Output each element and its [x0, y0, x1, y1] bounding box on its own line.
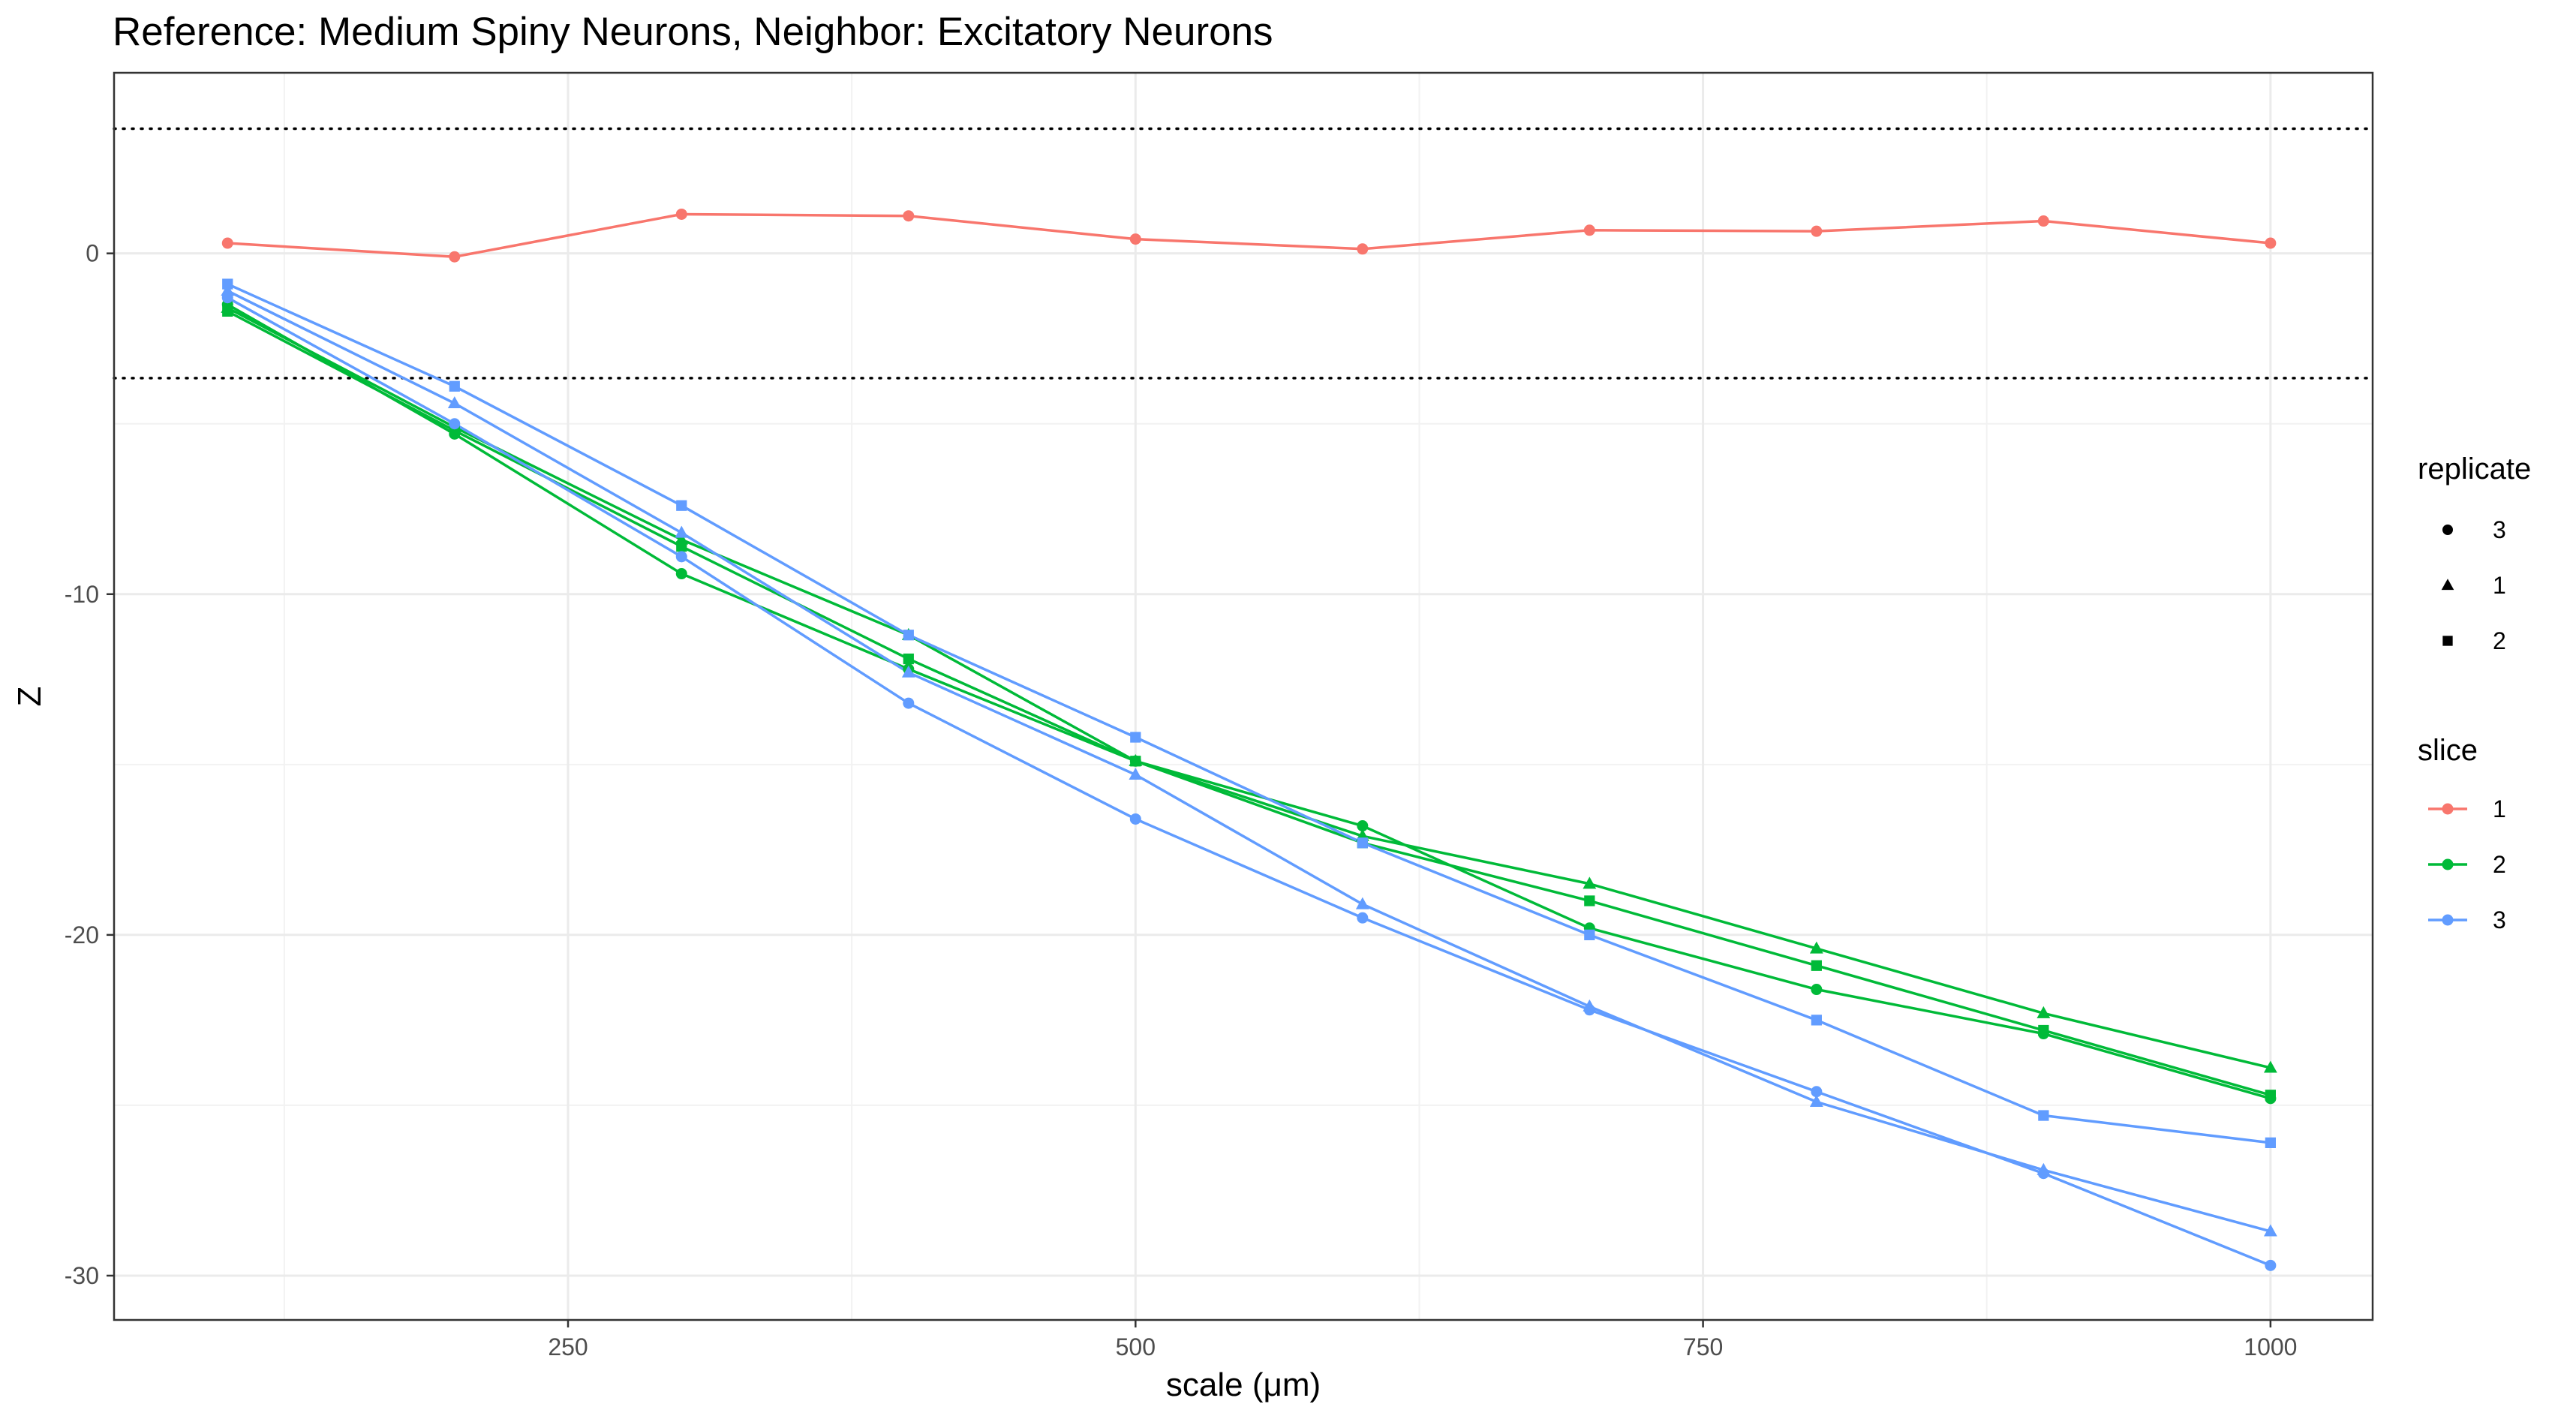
data-point: [1130, 732, 1141, 743]
data-point: [903, 630, 914, 641]
legend-replicate-label: 3: [2493, 516, 2506, 543]
data-point: [676, 500, 687, 511]
data-point: [2038, 1110, 2049, 1121]
legend-slice-items: 1 2 3: [2428, 795, 2506, 933]
data-point: [1811, 225, 1823, 237]
legend-replicate-label: 2: [2493, 627, 2506, 654]
data-point: [2263, 1224, 2277, 1237]
data-point: [221, 237, 233, 249]
series-line-slice-3-replicate-2: [227, 282, 2271, 1144]
data-point: [901, 665, 915, 678]
data-point: [2265, 1259, 2277, 1271]
data-point: [1357, 837, 1368, 849]
data-point: [1809, 941, 1823, 954]
data-point: [1357, 912, 1369, 924]
series-line-slice-3-replicate-1: [227, 290, 2271, 1233]
y-tick-label: -10: [65, 581, 99, 608]
data-point: [1129, 233, 1141, 245]
data-point: [2036, 1006, 2051, 1018]
legend-replicate-key: [2441, 579, 2454, 591]
data-point: [676, 541, 687, 552]
reference-lines: [113, 127, 2374, 380]
data-point: [1355, 897, 1369, 909]
data-point: [449, 380, 460, 392]
plot-panel-border: [113, 71, 2374, 1321]
data-point: [2036, 1162, 2051, 1175]
legend-replicate-items: 3 1 2: [2441, 516, 2506, 654]
data-point: [675, 551, 687, 563]
legend-replicate-key: [2442, 636, 2453, 646]
legend-slice-label: 3: [2493, 906, 2506, 933]
data-point: [1584, 895, 1595, 906]
data-point: [222, 305, 233, 317]
data-point: [675, 208, 687, 220]
data-point: [1583, 876, 1597, 889]
series-line-slice-2-replicate-3: [227, 303, 2271, 1100]
data-point: [1130, 756, 1141, 767]
data-point: [1811, 984, 1823, 996]
legend-slice-point: [2442, 914, 2454, 926]
y-tick-label: -20: [65, 921, 99, 949]
data-point: [447, 396, 461, 409]
data-point: [1129, 768, 1143, 780]
legend-slice-point: [2442, 803, 2454, 815]
data-point: [1357, 820, 1369, 832]
data-point: [2038, 1024, 2049, 1036]
data-point: [2265, 1137, 2276, 1148]
legend-replicate-title: replicate: [2418, 452, 2531, 486]
data-point: [449, 251, 461, 263]
data-point: [2263, 1060, 2277, 1073]
data-point: [2037, 215, 2049, 227]
axis-ticks: 250 500 750 1000 0 -10 -20 -30: [65, 240, 2298, 1360]
x-axis-title: scale (μm): [1166, 1366, 1321, 1403]
data-point: [903, 210, 915, 222]
data-point: [222, 278, 233, 290]
grid: [114, 73, 2373, 1320]
data-point: [449, 418, 461, 430]
data-point: [903, 697, 915, 709]
legend-slice-label: 1: [2493, 795, 2506, 822]
data-point: [1583, 224, 1595, 236]
x-tick-label: 1000: [2244, 1333, 2297, 1360]
series-line-slice-2-replicate-2: [227, 310, 2271, 1096]
x-tick-label: 500: [1116, 1333, 1156, 1360]
series-line-slice-3-replicate-3: [227, 296, 2271, 1267]
series-lines: [227, 212, 2271, 1267]
series-line-slice-2-replicate-1: [227, 306, 2271, 1069]
legend-slice-label: 2: [2493, 851, 2506, 878]
data-point: [1811, 960, 1822, 971]
y-tick-label: -30: [65, 1262, 99, 1289]
data-point: [1811, 1086, 1823, 1098]
data-point: [675, 525, 689, 538]
legend-replicate-key: [2442, 525, 2453, 535]
data-point: [2265, 237, 2277, 249]
data-points: [221, 208, 2277, 1271]
data-point: [675, 568, 687, 580]
y-tick-label: 0: [86, 240, 99, 267]
legend-slice-point: [2442, 858, 2454, 870]
data-point: [2265, 1090, 2276, 1101]
legend-replicate-label: 1: [2493, 572, 2506, 599]
data-point: [1129, 813, 1141, 825]
legend: replicate 3 1 2 slice 1 2 3: [2418, 452, 2531, 933]
chart-title: Reference: Medium Spiny Neurons, Neighbo…: [113, 10, 1273, 54]
y-axis-title: Z: [11, 687, 48, 707]
series-line-slice-1-replicate-3: [227, 212, 2271, 258]
data-point: [221, 284, 235, 296]
x-tick-label: 750: [1683, 1333, 1723, 1360]
legend-slice-title: slice: [2418, 734, 2478, 767]
data-point: [903, 653, 914, 665]
data-point: [1357, 243, 1369, 255]
data-point: [1584, 929, 1595, 940]
x-tick-label: 250: [548, 1333, 588, 1360]
data-point: [1809, 1095, 1823, 1107]
data-point: [1811, 1015, 1822, 1026]
data-point: [1583, 999, 1597, 1012]
